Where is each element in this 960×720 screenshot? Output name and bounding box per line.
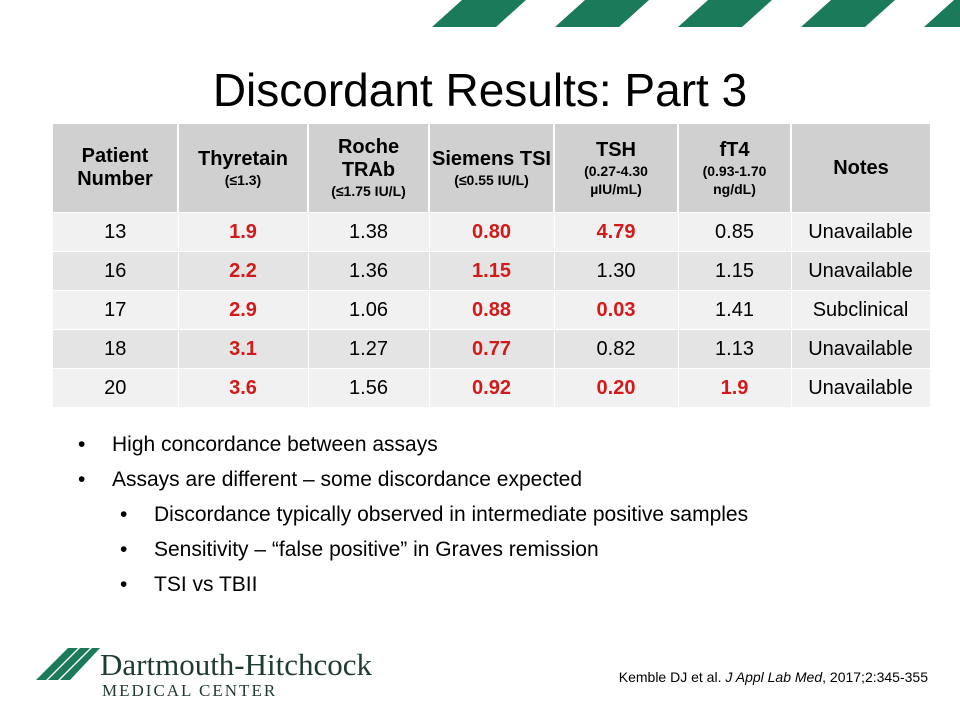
bullet-text: TSI vs TBII [154,573,258,596]
table-cell: 3.6 [178,368,309,407]
table-cell: 0.77 [429,329,555,369]
table-body: 13 1.9 1.38 0.80 4.79 0.85 Unavailable 16 2.2 1.3… [53,212,931,407]
logo-name: Dartmouth-Hitchcock [100,647,373,682]
column-header-label: Thyretain [197,147,289,170]
column-header-label: Siemens TSI [432,147,551,170]
column-header-reference-range: (≤1.3) [224,171,262,188]
citation: Kemble DJ et al. J Appl Lab Med, 2017;2:… [619,669,928,685]
table-cell: 0.82 [554,329,679,369]
citation-details: , 2017;2:345-355 [822,669,928,685]
bullet-dot-icon: • [120,538,128,561]
column-header-label: fT4 [719,138,750,161]
column-header-label: TSH [596,138,636,161]
table-cell: 1.13 [678,329,792,369]
table-cell: 20 [53,368,179,407]
table-cell: Unavailable [791,212,931,252]
table-row: 18 3.1 1.27 0.77 0.82 1.13 Unavailable [53,329,931,369]
column-header: Patient Number [53,124,179,213]
bullet-item: • High concordance between assays [74,433,748,457]
column-header-label: Roche TRAb [337,136,400,181]
table-cell: Unavailable [791,329,931,369]
bullet-item: • TSI vs TBII [116,573,748,597]
table-row: 16 2.2 1.36 1.15 1.30 1.15 Unavailable [53,251,931,291]
table-cell: 1.56 [308,368,430,407]
table-cell: 1.06 [308,290,430,330]
table-cell: 2.2 [178,251,309,291]
table-cell: 0.20 [554,368,679,407]
column-header-reference-range: (≤1.75 IU/L) [331,183,406,199]
column-header: Siemens TSI (≤0.55 IU/L) [429,124,555,213]
table-cell: 2.9 [178,290,309,330]
column-header: Roche TRAb (≤1.75 IU/L) [308,124,430,213]
column-header-reference-range: (0.93-1.70 ng/dL) [702,162,767,197]
column-header-reference-range: (≤0.55 IU/L) [454,171,529,188]
logo-stripes-icon [36,648,100,680]
table-cell: 1.27 [308,329,430,369]
table-cell: 1.36 [308,251,430,291]
bullet-item: • Discordance typically observed in inter… [116,503,748,527]
table-cell: 16 [53,251,179,291]
table-cell: 1.30 [554,251,679,291]
table-cell: 1.15 [678,251,792,291]
bullet-dot-icon: • [120,503,128,526]
table-cell: Unavailable [791,368,931,407]
bullet-dot-icon: • [78,433,86,456]
table-cell: 17 [53,290,179,330]
table-cell: 0.85 [678,212,792,252]
dartmouth-hitchcock-logo: Dartmouth-Hitchcock MEDICAL CENTER [34,646,414,702]
bullet-item: • Sensitivity – “false positive” in Grave… [116,538,748,562]
bullet-text: Assays are different – some discordance … [112,468,583,491]
bullet-text: Discordance typically observed in interm… [154,503,749,526]
table-cell: 0.03 [554,290,679,330]
citation-authors: Kemble DJ et al. [618,669,726,685]
table-row: 17 2.9 1.06 0.88 0.03 1.41 Subclinical [53,290,931,330]
bullet-dot-icon: • [120,573,128,596]
bullet-list: • High concordance between assays • Assays … [74,433,748,608]
column-header-reference-range: (0.27-4.30 µIU/mL) [584,162,648,197]
citation-journal: J Appl Lab Med [725,669,823,685]
table-cell: Subclinical [791,290,931,330]
results-table: Patient Number Thyretain (≤1.3) Roche TRAb (… [53,124,931,407]
column-header: TSH (0.27-4.30 µIU/mL) [554,124,679,213]
table-row: 13 1.9 1.38 0.80 4.79 0.85 Unavailable [53,212,931,252]
table-cell: 13 [53,212,179,252]
bullet-text: Sensitivity – “false positive” in Graves… [154,538,599,561]
table-cell: 0.92 [429,368,555,407]
table-cell: 1.38 [308,212,430,252]
table-cell: 1.9 [178,212,309,252]
table-cell: 18 [53,329,179,369]
table-cell: 1.15 [429,251,555,291]
slide-title: Discordant Results: Part 3 [212,64,748,116]
table-cell: 4.79 [554,212,679,252]
table-cell: 0.88 [429,290,555,330]
bullet-dot-icon: • [78,468,86,491]
table-cell: 1.41 [678,290,792,330]
table-header-row: Patient Number Thyretain (≤1.3) Roche TRAb (… [53,124,930,213]
logo-subtitle: MEDICAL CENTER [102,681,278,700]
column-header-label: Patient Number [77,145,153,190]
table-cell: 0.80 [429,212,555,252]
bullet-text: High concordance between assays [112,433,438,456]
bullet-item: • Assays are different – some discordance… [74,468,748,492]
column-header: Notes [791,124,930,213]
table-cell: 1.9 [678,368,792,407]
table-cell: Unavailable [791,251,931,291]
table-row: 20 3.6 1.56 0.92 0.20 1.9 Unavailable [53,368,931,407]
table-cell: 3.1 [178,329,309,369]
column-header-label: Notes [833,156,889,179]
column-header: Thyretain (≤1.3) [178,124,309,213]
column-header: fT4 (0.93-1.70 ng/dL) [678,124,792,213]
header-stripes [432,0,960,27]
